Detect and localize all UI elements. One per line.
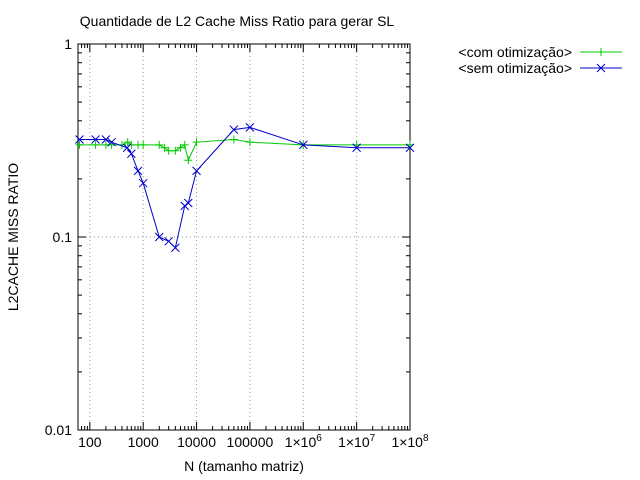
legend-marker-1: [597, 48, 605, 56]
series-1-point: [184, 156, 193, 165]
x-tick-label: 10000: [177, 434, 216, 450]
series-2-point: [405, 143, 415, 153]
legend-label-2: <sem otimização>: [458, 60, 572, 76]
series-2-point: [229, 125, 239, 134]
series-2-point: [75, 135, 84, 144]
series-1-point: [180, 140, 189, 149]
x-tick-label: 1000: [128, 434, 159, 450]
legend: <com otimização><sem otimização>: [458, 44, 622, 76]
series-layer: [75, 122, 415, 253]
series-1-point: [155, 140, 164, 149]
series-2-point: [154, 232, 164, 242]
x-tick-label: 100: [78, 434, 102, 450]
series-2-point: [107, 137, 116, 147]
series-2-point: [101, 135, 111, 144]
series-2-point: [138, 178, 148, 188]
y-tick-label: 0.1: [53, 229, 73, 245]
plot-frame: [77, 43, 411, 431]
y-axis-label: L2CACHE MISS RATIO: [5, 163, 21, 311]
series-2-point: [127, 149, 136, 159]
series-2-point: [170, 243, 180, 253]
series-1-point: [245, 138, 254, 147]
x-tick-label: 100000: [227, 434, 274, 450]
series-1-point: [127, 140, 136, 149]
y-tick-label: 1: [64, 36, 72, 52]
x-tick-label: 1×106: [285, 433, 323, 450]
series-2-point: [180, 201, 190, 211]
x-tick-label: 1×108: [391, 433, 429, 450]
legend-marker-2: [596, 63, 606, 73]
series-1-point: [176, 143, 185, 152]
series-1-point: [91, 140, 100, 149]
series-2-point: [298, 140, 308, 150]
x-axis-label: N (tamanho matriz): [184, 458, 304, 474]
series-1-point: [75, 140, 84, 149]
x-tick-label: 1×107: [338, 433, 376, 450]
series-2-point: [183, 198, 193, 208]
series-line-1: [79, 139, 410, 162]
series-1-point: [192, 138, 201, 147]
series-2-point: [352, 143, 361, 153]
series-1-point: [229, 135, 238, 144]
grid-layer: [78, 44, 410, 430]
series-2-point: [192, 166, 201, 176]
y-tick-label: 0.01: [45, 422, 72, 438]
chart-title: Quantidade de L2 Cache Miss Ratio para g…: [80, 13, 395, 29]
series-2-point: [91, 135, 100, 144]
series-2-point: [122, 143, 132, 153]
legend-label-1: <com otimização>: [458, 44, 572, 60]
series-1-point: [160, 143, 169, 152]
series-1-point: [139, 140, 148, 149]
label-layer: Quantidade de L2 Cache Miss Ratio para g…: [5, 13, 394, 474]
series-2-point: [133, 166, 143, 176]
tick-layer: 1 0.1 0.01 100 1000 10000 100000 1×106 1×107 1×10…: [45, 36, 429, 450]
series-1-point: [171, 146, 180, 155]
series-2-point: [245, 122, 255, 132]
